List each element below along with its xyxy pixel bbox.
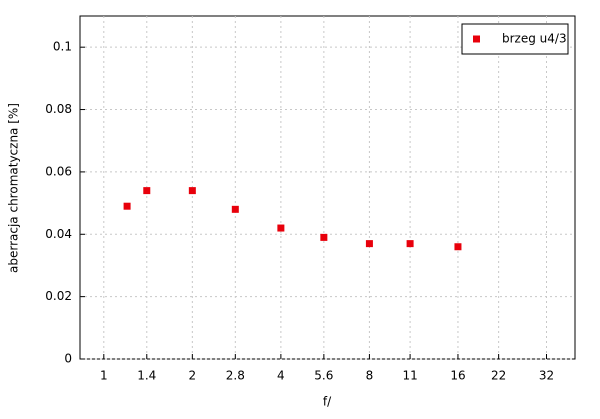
x-tick-label: 1.4: [137, 369, 156, 383]
point: [143, 187, 151, 195]
point: [320, 233, 328, 241]
x-tick-label: 32: [539, 369, 554, 383]
point: [123, 202, 131, 210]
x-tick-label: 16: [450, 369, 465, 383]
x-tick-label: 5.6: [314, 369, 333, 383]
x-tick-label: 4: [277, 369, 285, 383]
plot-frame: [79, 15, 576, 360]
legend-marker: [473, 35, 480, 43]
x-tick-label: 8: [366, 369, 374, 383]
x-tick-label: 11: [402, 369, 417, 383]
y-tick-label: 0.08: [45, 102, 72, 116]
y-tick-label: 0.02: [45, 289, 72, 303]
point: [454, 243, 462, 251]
point: [231, 205, 239, 213]
y-tick-label: 0: [64, 352, 72, 366]
x-axis-label: f/: [323, 395, 332, 409]
y-tick-label: 0.04: [45, 227, 72, 241]
point: [365, 240, 373, 248]
x-tick-label: 2: [189, 369, 197, 383]
x-tick-label: 1: [100, 369, 108, 383]
x-tick-label: 2.8: [226, 369, 245, 383]
x-tick-label: 22: [491, 369, 506, 383]
y-axis-label: aberracja chromatyczna [%]: [7, 103, 21, 273]
y-tick-label: 0.06: [45, 164, 72, 178]
legend-label: brzeg u4/3: [502, 32, 567, 46]
point: [277, 224, 285, 232]
point: [406, 240, 414, 248]
y-tick-label: 0.1: [53, 40, 72, 54]
point: [188, 187, 196, 195]
